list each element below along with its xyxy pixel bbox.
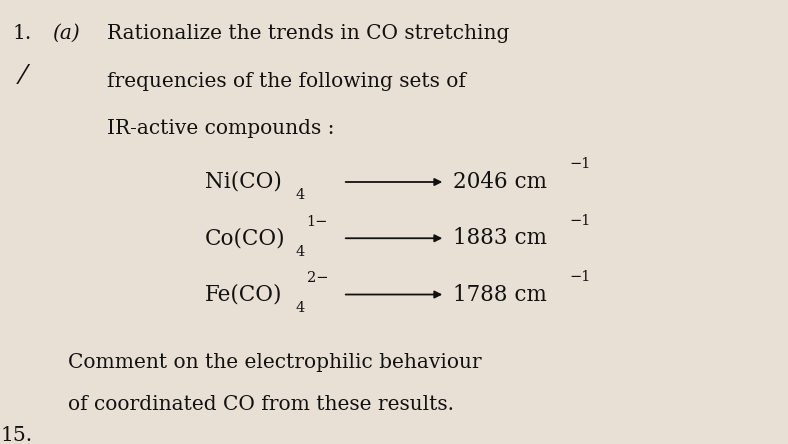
Text: 1788 cm: 1788 cm <box>453 284 547 305</box>
Text: ⁄: ⁄ <box>20 64 24 89</box>
Text: (a): (a) <box>52 24 80 43</box>
Text: Comment on the electrophilic behaviour: Comment on the electrophilic behaviour <box>68 353 481 372</box>
Text: −1: −1 <box>570 214 591 228</box>
Text: IR-active compounds :: IR-active compounds : <box>107 119 334 139</box>
Text: of coordinated CO from these results.: of coordinated CO from these results. <box>68 395 454 413</box>
Text: 4: 4 <box>296 301 305 315</box>
Text: −1: −1 <box>570 270 591 284</box>
Text: 1883 cm: 1883 cm <box>453 227 547 249</box>
Text: 4: 4 <box>296 245 305 258</box>
Text: frequencies of the following sets of: frequencies of the following sets of <box>107 71 466 91</box>
Text: 4: 4 <box>296 188 305 202</box>
Text: Fe(CO): Fe(CO) <box>205 284 283 305</box>
Text: Ni(CO): Ni(CO) <box>205 171 282 193</box>
Text: 15.: 15. <box>1 426 33 444</box>
Text: 1−: 1− <box>307 214 328 229</box>
Text: Co(CO): Co(CO) <box>205 227 286 249</box>
Text: 2−: 2− <box>307 271 328 285</box>
Text: 2046 cm: 2046 cm <box>453 171 547 193</box>
Text: −1: −1 <box>570 158 591 171</box>
Text: Rationalize the trends in CO stretching: Rationalize the trends in CO stretching <box>107 24 509 43</box>
Text: 1.: 1. <box>13 24 32 43</box>
